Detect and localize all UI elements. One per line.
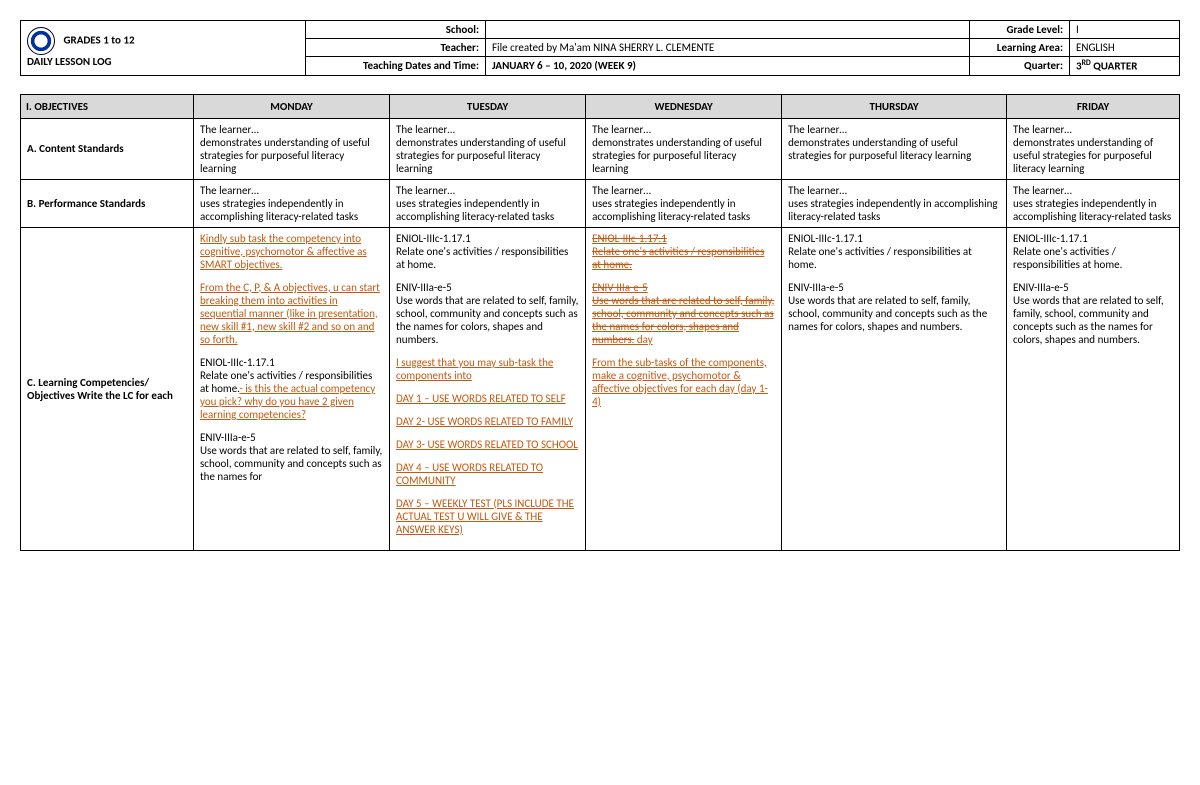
row-a-mon: The learner…demonstrates understanding o… xyxy=(193,118,389,179)
tue-code2: ENIV-IIIa-e-5 xyxy=(396,281,452,294)
fri-code2: ENIV-IIIa-e-5 xyxy=(1013,281,1069,294)
dates-value: JANUARY 6 – 10, 2020 (WEEK 9) xyxy=(486,57,970,76)
area-value: ENGLISH xyxy=(1070,39,1180,57)
row-b-label: B. Performance Standards xyxy=(21,179,194,227)
school-label: School: xyxy=(306,21,486,39)
comment-day3: DAY 3- USE WORDS RELATED TO SCHOOL xyxy=(396,438,579,451)
tue-code1: ENIOL-IIIc-1.17.1 xyxy=(396,232,471,245)
deped-logo-icon xyxy=(27,27,55,55)
fri-code1: ENIOL-IIIc-1.17.1 xyxy=(1013,232,1088,245)
school-value xyxy=(486,21,970,39)
comment-subtask-intro: I suggest that you may sub-task the comp… xyxy=(396,356,579,382)
row-b-wed: The learner…uses strategies independentl… xyxy=(586,179,782,227)
area-label: Learning Area: xyxy=(970,39,1070,57)
thu-text2: Use words that are related to self, fami… xyxy=(788,294,987,333)
fri-text1: Relate one's activities / responsibiliti… xyxy=(1013,245,1122,271)
tue-text1: Relate one's activities / responsibiliti… xyxy=(396,245,568,271)
mon-code2: ENIV-IIIa-e-5 xyxy=(200,431,256,444)
col-tuesday: TUESDAY xyxy=(390,94,586,118)
row-c-fri: ENIOL-IIIc-1.17.1 Relate one's activitie… xyxy=(1007,227,1180,550)
comment-wed-subtasks: From the sub-tasks of the components, ma… xyxy=(592,356,775,408)
row-a-thu: The learner…demonstrates understanding o… xyxy=(782,118,1007,179)
teacher-label: Teacher: xyxy=(306,39,486,57)
col-friday: FRIDAY xyxy=(1007,94,1180,118)
row-content-standards: A. Content Standards The learner…demonst… xyxy=(21,118,1180,179)
teacher-value: File created by Ma'am NINA SHERRY L. CLE… xyxy=(486,39,970,57)
wed-code1-strike: ENIOL-IIIc-1.17.1 xyxy=(592,232,667,245)
comment-day4: DAY 4 – USE WORDS RELATED TO COMMUNITY xyxy=(396,461,579,487)
thu-text1: Relate one's activities / responsibiliti… xyxy=(788,245,972,271)
tue-text2: Use words that are related to self, fami… xyxy=(396,294,578,346)
row-performance-standards: B. Performance Standards The learner…use… xyxy=(21,179,1180,227)
fri-text2: Use words that are related to self, fami… xyxy=(1013,294,1164,346)
quarter-label: Quarter: xyxy=(970,57,1070,76)
row-b-fri: The learner…uses strategies independentl… xyxy=(1007,179,1180,227)
thu-code2: ENIV-IIIa-e-5 xyxy=(788,281,844,294)
wed-text1-strike: Relate one's activities / responsibiliti… xyxy=(592,245,764,271)
row-b-thu: The learner…uses strategies independentl… xyxy=(782,179,1007,227)
comment-smart-objectives: Kindly sub task the competency into cogn… xyxy=(200,232,383,271)
row-a-wed: The learner…demonstrates understanding o… xyxy=(586,118,782,179)
grade-value: I xyxy=(1070,21,1180,39)
grade-label: Grade Level: xyxy=(970,21,1070,39)
col-monday: MONDAY xyxy=(193,94,389,118)
mon-text2: Use words that are related to self, fami… xyxy=(200,444,382,483)
col-thursday: THURSDAY xyxy=(782,94,1007,118)
wed-text2-strike: Use words that are related to self, fami… xyxy=(592,294,774,346)
dates-label: Teaching Dates and Time: xyxy=(306,57,486,76)
row-learning-competencies: C. Learning Competencies/ Objectives Wri… xyxy=(21,227,1180,550)
row-b-tue: The learner…uses strategies independentl… xyxy=(390,179,586,227)
row-b-mon: The learner…uses strategies independentl… xyxy=(193,179,389,227)
thu-code1: ENIOL-IIIc-1.17.1 xyxy=(788,232,863,245)
comment-day1: DAY 1 – USE WORDS RELATED TO SELF xyxy=(396,392,579,405)
comment-day2: DAY 2- USE WORDS RELATED TO FAMILY xyxy=(396,415,579,428)
row-c-tue: ENIOL-IIIc-1.17.1 Relate one's activitie… xyxy=(390,227,586,550)
col-objectives: I. OBJECTIVES xyxy=(21,94,194,118)
wed-code2-strike: ENIV-IIIa-e-5 xyxy=(592,281,648,294)
header-table: GRADES 1 to 12 DAILY LESSON LOG School: … xyxy=(20,20,1180,76)
col-wednesday: WEDNESDAY xyxy=(586,94,782,118)
row-a-label: A. Content Standards xyxy=(21,118,194,179)
row-c-wed: ENIOL-IIIc-1.17.1 Relate one's activitie… xyxy=(586,227,782,550)
main-table: I. OBJECTIVES MONDAY TUESDAY WEDNESDAY T… xyxy=(20,94,1180,551)
quarter-value: 3RD QUARTER xyxy=(1070,57,1180,76)
row-c-mon: Kindly sub task the competency into cogn… xyxy=(193,227,389,550)
row-a-tue: The learner…demonstrates understanding o… xyxy=(390,118,586,179)
row-a-fri: The learner…demonstrates understanding o… xyxy=(1007,118,1180,179)
comment-breaking-activities: From the C, P, & A objectives, u can sta… xyxy=(200,281,383,346)
row-c-thu: ENIOL-IIIc-1.17.1 Relate one's activitie… xyxy=(782,227,1007,550)
table-header-row: I. OBJECTIVES MONDAY TUESDAY WEDNESDAY T… xyxy=(21,94,1180,118)
mon-code1: ENIOL-IIIc-1.17.1 xyxy=(200,356,275,369)
row-c-label: C. Learning Competencies/ Objectives Wri… xyxy=(21,227,194,550)
comment-day5: DAY 5 – WEEKLY TEST (PLS INCLUDE THE ACT… xyxy=(396,497,579,536)
